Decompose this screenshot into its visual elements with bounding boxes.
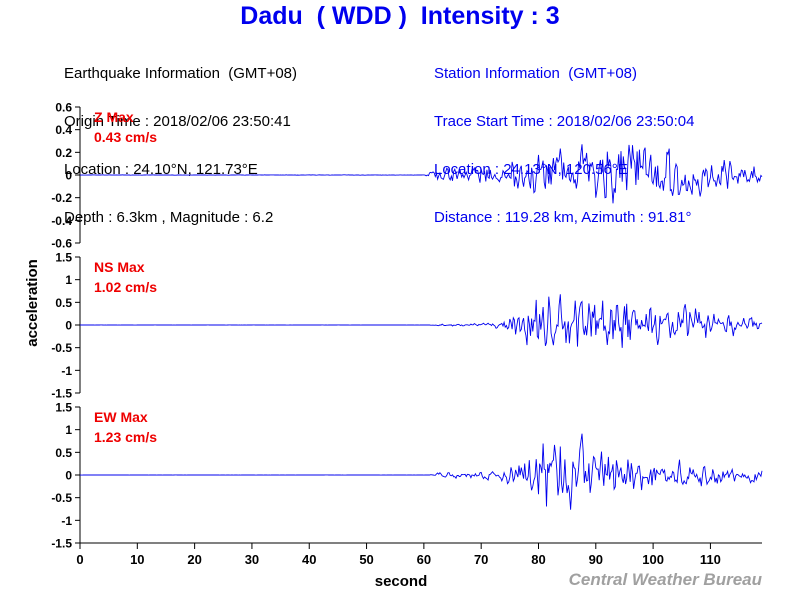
earthquake-info-heading: Earthquake Information (GMT+08): [64, 65, 298, 82]
y-tick-label: 0.6: [55, 101, 72, 115]
y-tick-label: -1: [61, 364, 72, 378]
y-tick-label: 1.5: [55, 251, 72, 265]
trace-start-time: Trace Start Time : 2018/02/06 23:50:04: [434, 113, 695, 130]
y-tick-label: 0: [65, 169, 72, 183]
x-tick-label: 20: [187, 552, 201, 567]
y-tick-label: -0.6: [51, 237, 72, 251]
x-axis-label: second: [375, 573, 428, 590]
x-tick-label: 40: [302, 552, 316, 567]
earthquake-info-block: Earthquake Information (GMT+08) Origin T…: [64, 34, 297, 258]
y-tick-label: -0.5: [51, 491, 72, 505]
max-label-ew: EW Max: [94, 409, 148, 425]
origin-time: Origin Time : 2018/02/06 23:50:41: [64, 113, 291, 130]
distance-azimuth: Distance : 119.28 km, Azimuth : 91.81°: [434, 209, 692, 226]
x-tick-label: 100: [642, 552, 664, 567]
y-tick-label: 0.5: [55, 296, 72, 310]
y-tick-label: 0.4: [55, 123, 72, 137]
y-tick-label: 1: [65, 423, 72, 437]
x-tick-label: 0: [76, 552, 83, 567]
x-tick-label: 80: [531, 552, 545, 567]
station-location: Location : 24.13°N, 120.56°E: [434, 161, 628, 178]
x-tick-label: 110: [700, 552, 721, 567]
depth-magnitude: Depth : 6.3km , Magnitude : 6.2: [64, 209, 274, 226]
y-tick-label: -1: [61, 514, 72, 528]
max-label-z: Z Max: [94, 109, 134, 125]
max-value-ew: 1.23 cm/s: [94, 429, 157, 445]
station-info-block: Station Information (GMT+08) Trace Start…: [434, 34, 694, 258]
max-label-ns: NS Max: [94, 259, 145, 275]
y-tick-label: 1: [65, 273, 72, 287]
waveform-ns: [79, 294, 763, 348]
y-axis-label: acceleration: [24, 259, 41, 347]
waveform-ew: [79, 433, 763, 510]
max-value-ns: 1.02 cm/s: [94, 279, 157, 295]
y-tick-label: 0.2: [55, 146, 72, 160]
page-title: Dadu ( WDD ) Intensity : 3: [240, 2, 560, 30]
credit-text: Central Weather Bureau: [568, 570, 762, 589]
x-tick-label: 10: [130, 552, 144, 567]
waveform-z: [80, 144, 763, 204]
y-tick-label: 1.5: [55, 401, 72, 415]
y-tick-label: -0.4: [51, 214, 72, 228]
y-tick-label: -0.2: [51, 191, 72, 205]
y-tick-label: 0: [65, 469, 72, 483]
y-tick-label: -0.5: [51, 341, 72, 355]
station-info-heading: Station Information (GMT+08): [434, 65, 637, 82]
x-tick-label: 60: [417, 552, 431, 567]
x-tick-label: 70: [474, 552, 488, 567]
y-tick-label: 0.5: [55, 446, 72, 460]
max-value-z: 0.43 cm/s: [94, 129, 157, 145]
y-tick-label: 0: [65, 319, 72, 333]
x-tick-label: 50: [359, 552, 373, 567]
y-tick-label: -1.5: [51, 387, 72, 401]
x-tick-label: 90: [589, 552, 603, 567]
y-tick-label: -1.5: [51, 537, 72, 551]
x-tick-label: 30: [245, 552, 259, 567]
epicenter-location: Location : 24.10°N, 121.73°E: [64, 161, 258, 178]
